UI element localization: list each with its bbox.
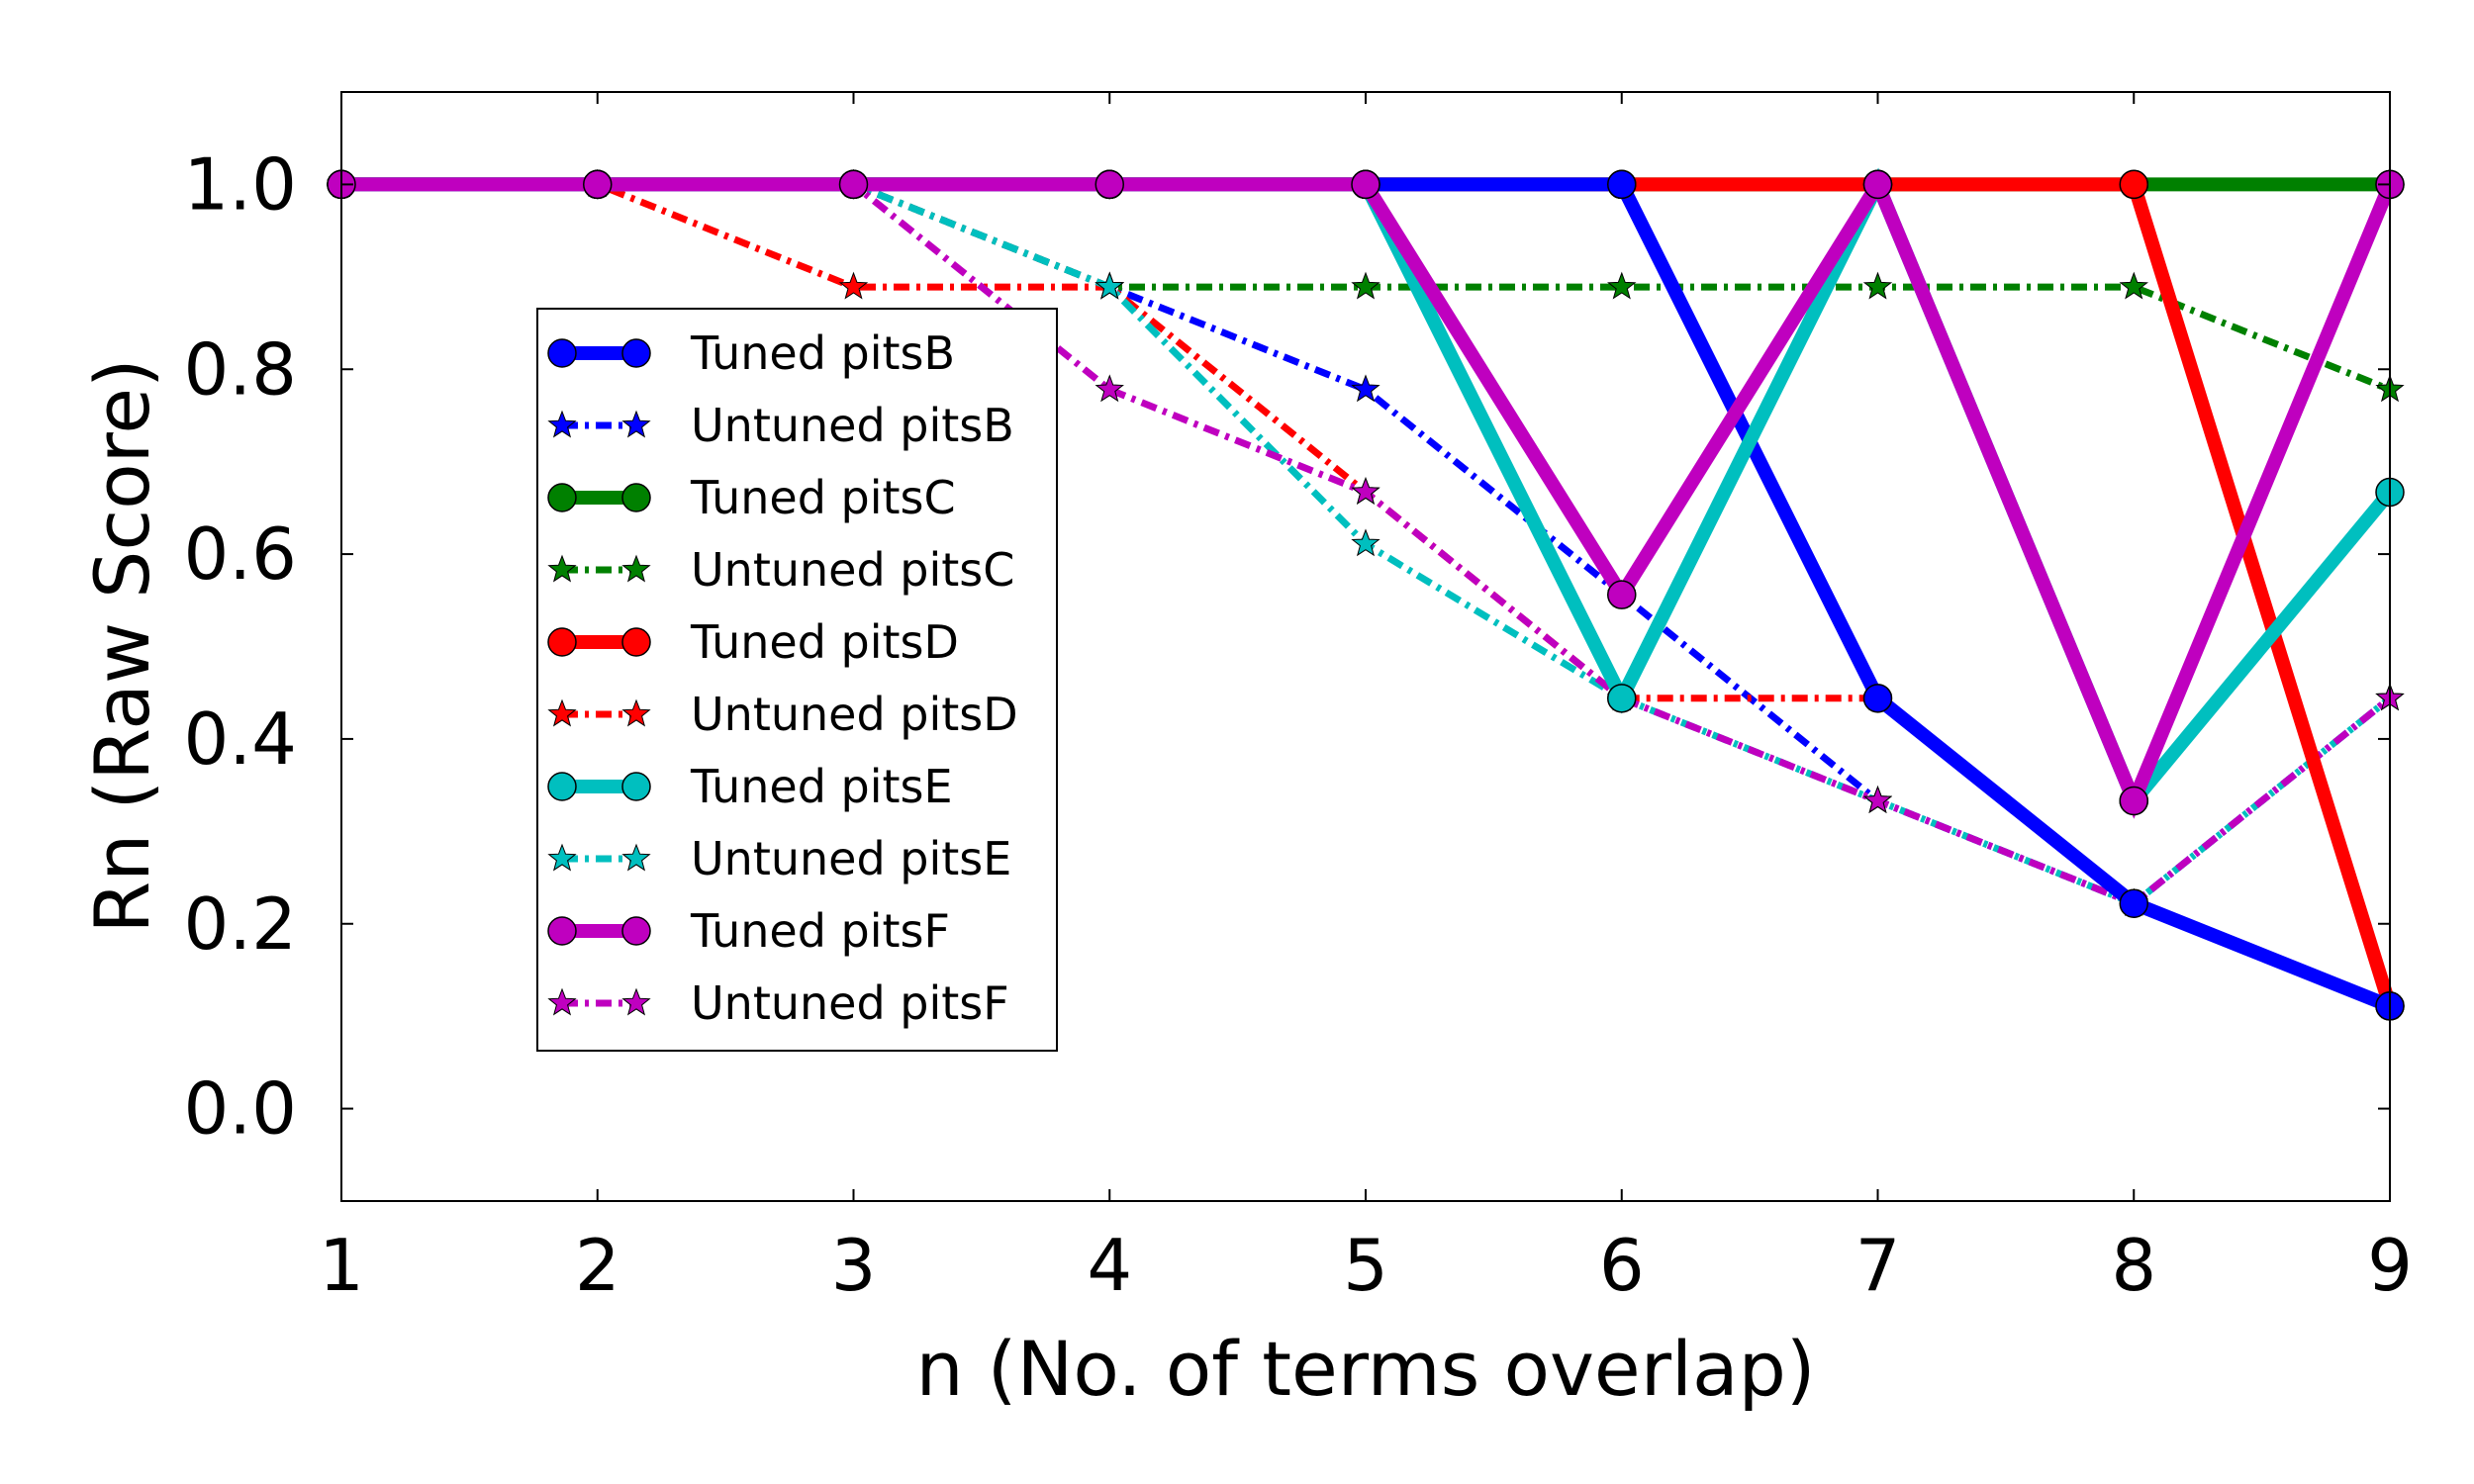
legend-label: Tuned pitsD: [690, 615, 959, 669]
legend-marker: [621, 698, 651, 727]
point-marker: [1862, 169, 1893, 200]
legend-marker: [547, 916, 577, 946]
x-tick-label: 9: [2367, 1224, 2413, 1307]
legend-marker: [547, 554, 577, 583]
legend-marker: [621, 987, 651, 1016]
legend-label: Untuned pitsD: [691, 688, 1018, 741]
x-tick-label: 2: [575, 1224, 620, 1307]
x-tick-label: 1: [319, 1224, 364, 1307]
point-marker: [1607, 580, 1637, 609]
point-marker: [1862, 684, 1893, 713]
y-axis-title: Rn (Raw Score): [78, 358, 166, 933]
point-marker: [838, 169, 869, 200]
legend-label: Untuned pitsC: [691, 543, 1014, 597]
legend-marker: [547, 698, 577, 727]
legend-marker: [621, 410, 651, 438]
point-marker: [1862, 271, 1893, 300]
legend-marker: [621, 772, 651, 801]
y-tick-label: 0.0: [183, 1067, 297, 1151]
legend-marker: [621, 916, 651, 946]
point-marker: [2119, 169, 2148, 200]
legend-label: Untuned pitsF: [691, 976, 1009, 1030]
legend-label: Tuned pitsC: [690, 471, 956, 524]
ticks-layer: 1 2 3 4 5 6 7 8 9 0.0 0.2 0.4 0.6 0.8 1.0: [183, 92, 2413, 1307]
x-tick-label: 8: [2111, 1224, 2156, 1307]
point-marker: [1607, 271, 1637, 300]
legend-item-tuned-pitsc: Tuned pitsC: [547, 471, 956, 524]
x-tick-label: 7: [1856, 1224, 1901, 1307]
y-tick-label: 0.2: [183, 882, 297, 966]
legend-marker: [547, 772, 577, 801]
point-marker: [1351, 528, 1380, 557]
legend: Tuned pitsB Untuned pitsB Tuned pitsC Untun…: [536, 308, 1058, 1052]
series-tuned-pitsf: [327, 169, 2405, 819]
point-marker: [1351, 374, 1380, 403]
legend-item-untuned-pitsc: Untuned pitsC: [547, 543, 1014, 597]
point-marker: [2119, 271, 2148, 300]
x-tick-label: 5: [1343, 1224, 1388, 1307]
legend-marker: [547, 338, 577, 368]
legend-label: Untuned pitsB: [691, 399, 1014, 452]
point-marker: [583, 169, 613, 200]
point-marker: [1094, 271, 1124, 300]
legend-label: Untuned pitsE: [691, 832, 1011, 885]
legend-marker: [621, 338, 651, 368]
y-tick-label: 1.0: [183, 142, 297, 226]
point-marker: [2119, 888, 2148, 918]
point-marker: [1351, 169, 1380, 200]
point-marker: [1607, 684, 1637, 713]
point-marker: [1094, 169, 1124, 200]
legend-label: Tuned pitsF: [690, 904, 950, 958]
legend-item-untuned-pitsf: Untuned pitsF: [547, 976, 1009, 1030]
legend-marker: [547, 483, 577, 512]
legend-marker: [621, 483, 651, 512]
point-marker: [1094, 374, 1124, 403]
legend-label: Tuned pitsE: [690, 760, 953, 813]
point-marker: [1351, 271, 1380, 300]
series-layer: [327, 167, 2405, 1021]
y-tick-label: 0.8: [183, 327, 297, 411]
legend-marker: [621, 843, 651, 872]
legend-item-untuned-pitsb: Untuned pitsB: [547, 399, 1014, 452]
legend-item-tuned-pitsd: Tuned pitsD: [547, 615, 959, 669]
legend-marker: [547, 843, 577, 872]
point-marker: [1862, 786, 1893, 813]
y-tick-label: 0.4: [183, 697, 297, 781]
legend-item-untuned-pitsd: Untuned pitsD: [547, 688, 1018, 741]
legend-marker: [547, 987, 577, 1016]
legend-item-tuned-pitsb: Tuned pitsB: [547, 326, 955, 380]
point-marker: [1607, 169, 1637, 200]
x-axis-title: n (No. of terms overlap): [915, 1325, 1815, 1413]
x-tick-label: 3: [831, 1224, 877, 1307]
legend-item-tuned-pitse: Tuned pitsE: [547, 760, 953, 813]
legend-marker: [547, 410, 577, 438]
y-tick-label: 0.6: [183, 512, 297, 596]
point-marker: [838, 271, 869, 300]
legend-item-tuned-pitsf: Tuned pitsF: [547, 904, 950, 958]
x-tick-label: 6: [1599, 1224, 1645, 1307]
legend-marker: [621, 554, 651, 583]
x-tick-label: 4: [1087, 1224, 1132, 1307]
legend-marker: [547, 627, 577, 657]
point-marker: [2119, 786, 2148, 816]
point-marker: [1351, 477, 1380, 505]
legend-marker: [621, 627, 651, 657]
legend-label: Tuned pitsB: [690, 326, 955, 380]
legend-item-untuned-pitse: Untuned pitsE: [547, 832, 1011, 885]
